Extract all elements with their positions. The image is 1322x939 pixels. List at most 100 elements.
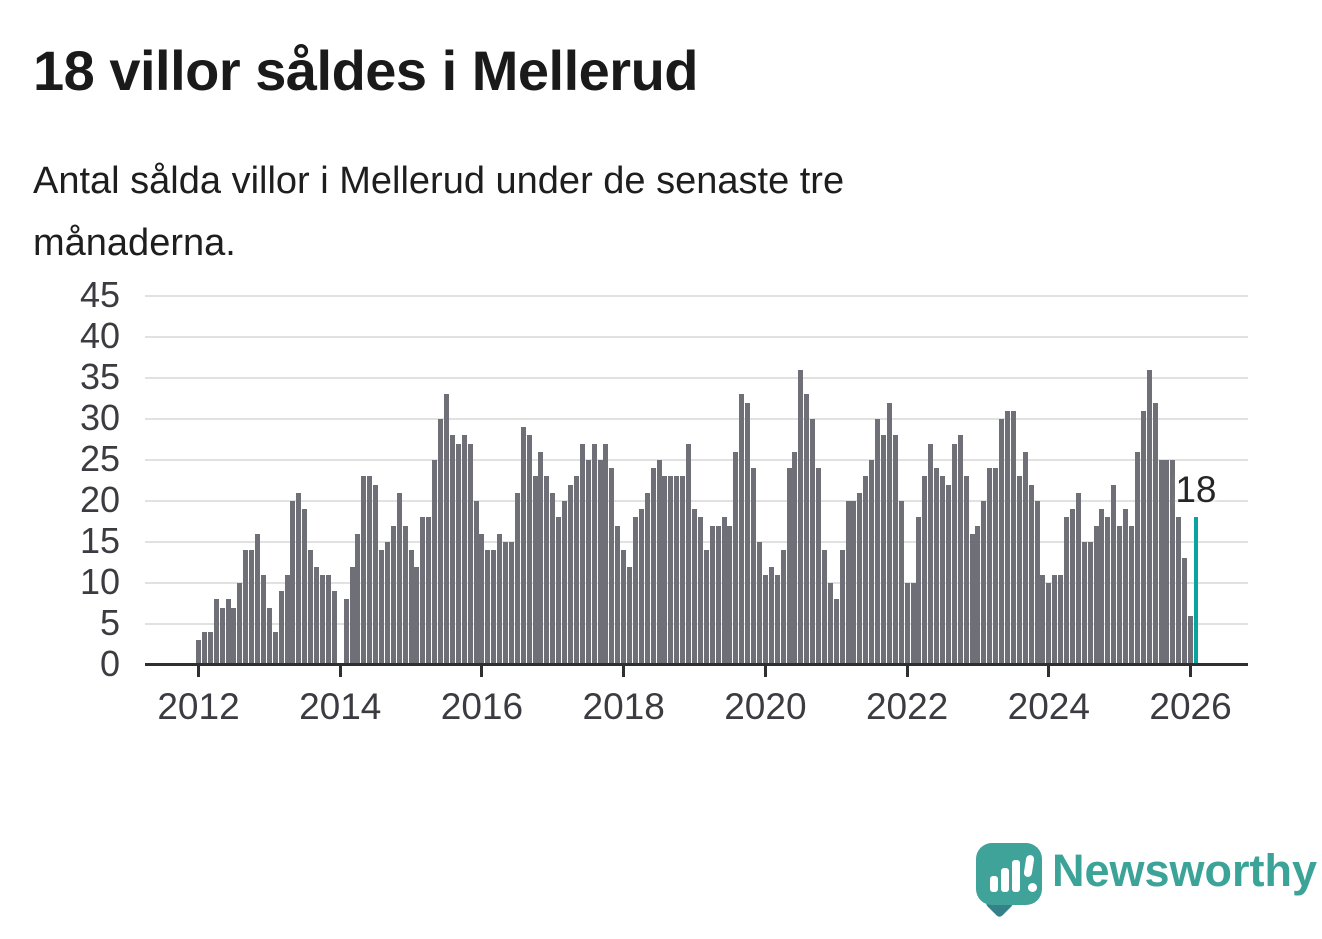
y-tick-label: 20 bbox=[79, 479, 120, 520]
bar bbox=[467, 443, 473, 665]
x-axis-tick bbox=[338, 666, 342, 677]
highlighted-bar bbox=[1193, 517, 1198, 665]
bar bbox=[680, 476, 686, 665]
bar bbox=[756, 542, 762, 665]
x-axis-tick bbox=[1189, 666, 1193, 677]
bar bbox=[975, 525, 981, 665]
bar bbox=[863, 476, 869, 665]
bar bbox=[1040, 574, 1046, 665]
bar bbox=[290, 501, 296, 665]
bar bbox=[697, 517, 703, 665]
bar bbox=[898, 501, 904, 665]
logo-bar-medium bbox=[1001, 868, 1009, 892]
bar bbox=[1105, 517, 1111, 665]
bar bbox=[538, 451, 544, 665]
bar bbox=[999, 419, 1005, 665]
bar bbox=[1146, 369, 1152, 665]
bar bbox=[768, 566, 774, 665]
bar bbox=[833, 599, 839, 665]
bar bbox=[597, 460, 603, 665]
bar bbox=[1064, 517, 1070, 665]
bar bbox=[231, 607, 237, 665]
bar bbox=[928, 443, 934, 665]
y-tick-label: 30 bbox=[79, 397, 120, 438]
bar bbox=[703, 550, 709, 665]
bar bbox=[721, 517, 727, 665]
bar bbox=[1022, 451, 1028, 665]
bar bbox=[621, 550, 627, 665]
gridline bbox=[145, 418, 1248, 420]
bar bbox=[384, 542, 390, 665]
bar bbox=[969, 533, 975, 665]
bar bbox=[786, 468, 792, 665]
bar bbox=[562, 501, 568, 665]
x-axis-tick bbox=[763, 666, 767, 677]
bar bbox=[473, 501, 479, 665]
bar bbox=[485, 550, 491, 665]
bar bbox=[845, 501, 851, 665]
bar bbox=[609, 468, 615, 665]
bar bbox=[686, 443, 692, 665]
bar bbox=[1099, 509, 1105, 665]
bar bbox=[432, 460, 438, 665]
bar bbox=[568, 484, 573, 665]
bar bbox=[715, 525, 721, 665]
bar bbox=[762, 574, 768, 665]
y-tick-label: 10 bbox=[79, 561, 120, 602]
bar bbox=[1004, 410, 1010, 665]
bar bbox=[349, 566, 355, 665]
bar bbox=[255, 533, 261, 665]
bar bbox=[951, 443, 957, 665]
gridline bbox=[145, 377, 1248, 379]
newsworthy-brand-text: Newsworthy bbox=[1052, 845, 1318, 896]
logo-bar-small bbox=[990, 876, 998, 892]
bar bbox=[420, 517, 426, 665]
bar bbox=[1182, 558, 1188, 665]
bar bbox=[390, 525, 396, 665]
bar bbox=[892, 435, 898, 665]
bar bbox=[839, 550, 845, 665]
bar bbox=[798, 369, 804, 665]
bar bbox=[556, 517, 562, 665]
bar bbox=[904, 583, 910, 665]
bar bbox=[650, 468, 656, 665]
bar bbox=[780, 550, 786, 665]
bar bbox=[573, 476, 579, 665]
bar bbox=[632, 517, 638, 665]
x-axis-tick bbox=[622, 666, 626, 677]
bar bbox=[1034, 501, 1040, 665]
bar bbox=[745, 402, 751, 665]
bar bbox=[1164, 460, 1170, 665]
x-tick-label: 2026 bbox=[1149, 686, 1232, 727]
bar bbox=[491, 550, 497, 665]
bar bbox=[981, 501, 987, 665]
bar bbox=[461, 435, 467, 665]
bar bbox=[520, 427, 526, 665]
bar bbox=[284, 574, 290, 665]
bar bbox=[532, 476, 538, 665]
bar bbox=[1028, 484, 1034, 665]
logo-exclamation-dot bbox=[1028, 883, 1037, 892]
bar bbox=[910, 583, 916, 665]
x-tick-label: 2020 bbox=[724, 686, 807, 727]
bar bbox=[444, 394, 449, 665]
bar bbox=[709, 525, 715, 665]
page-title: 18 villor såldes i Mellerud bbox=[33, 39, 699, 102]
bar bbox=[857, 492, 863, 665]
bar bbox=[880, 435, 886, 665]
bar bbox=[1123, 509, 1129, 665]
bar bbox=[827, 583, 833, 665]
bar bbox=[260, 574, 266, 665]
x-axis-tick bbox=[480, 666, 484, 677]
bar bbox=[579, 443, 585, 665]
bar bbox=[615, 525, 621, 665]
bar bbox=[934, 468, 940, 665]
bar bbox=[278, 591, 284, 665]
x-axis-tick bbox=[905, 666, 909, 677]
bar bbox=[414, 566, 420, 665]
bar bbox=[922, 476, 928, 665]
bar bbox=[644, 492, 650, 665]
bar bbox=[1111, 484, 1117, 665]
bar bbox=[1081, 542, 1087, 665]
